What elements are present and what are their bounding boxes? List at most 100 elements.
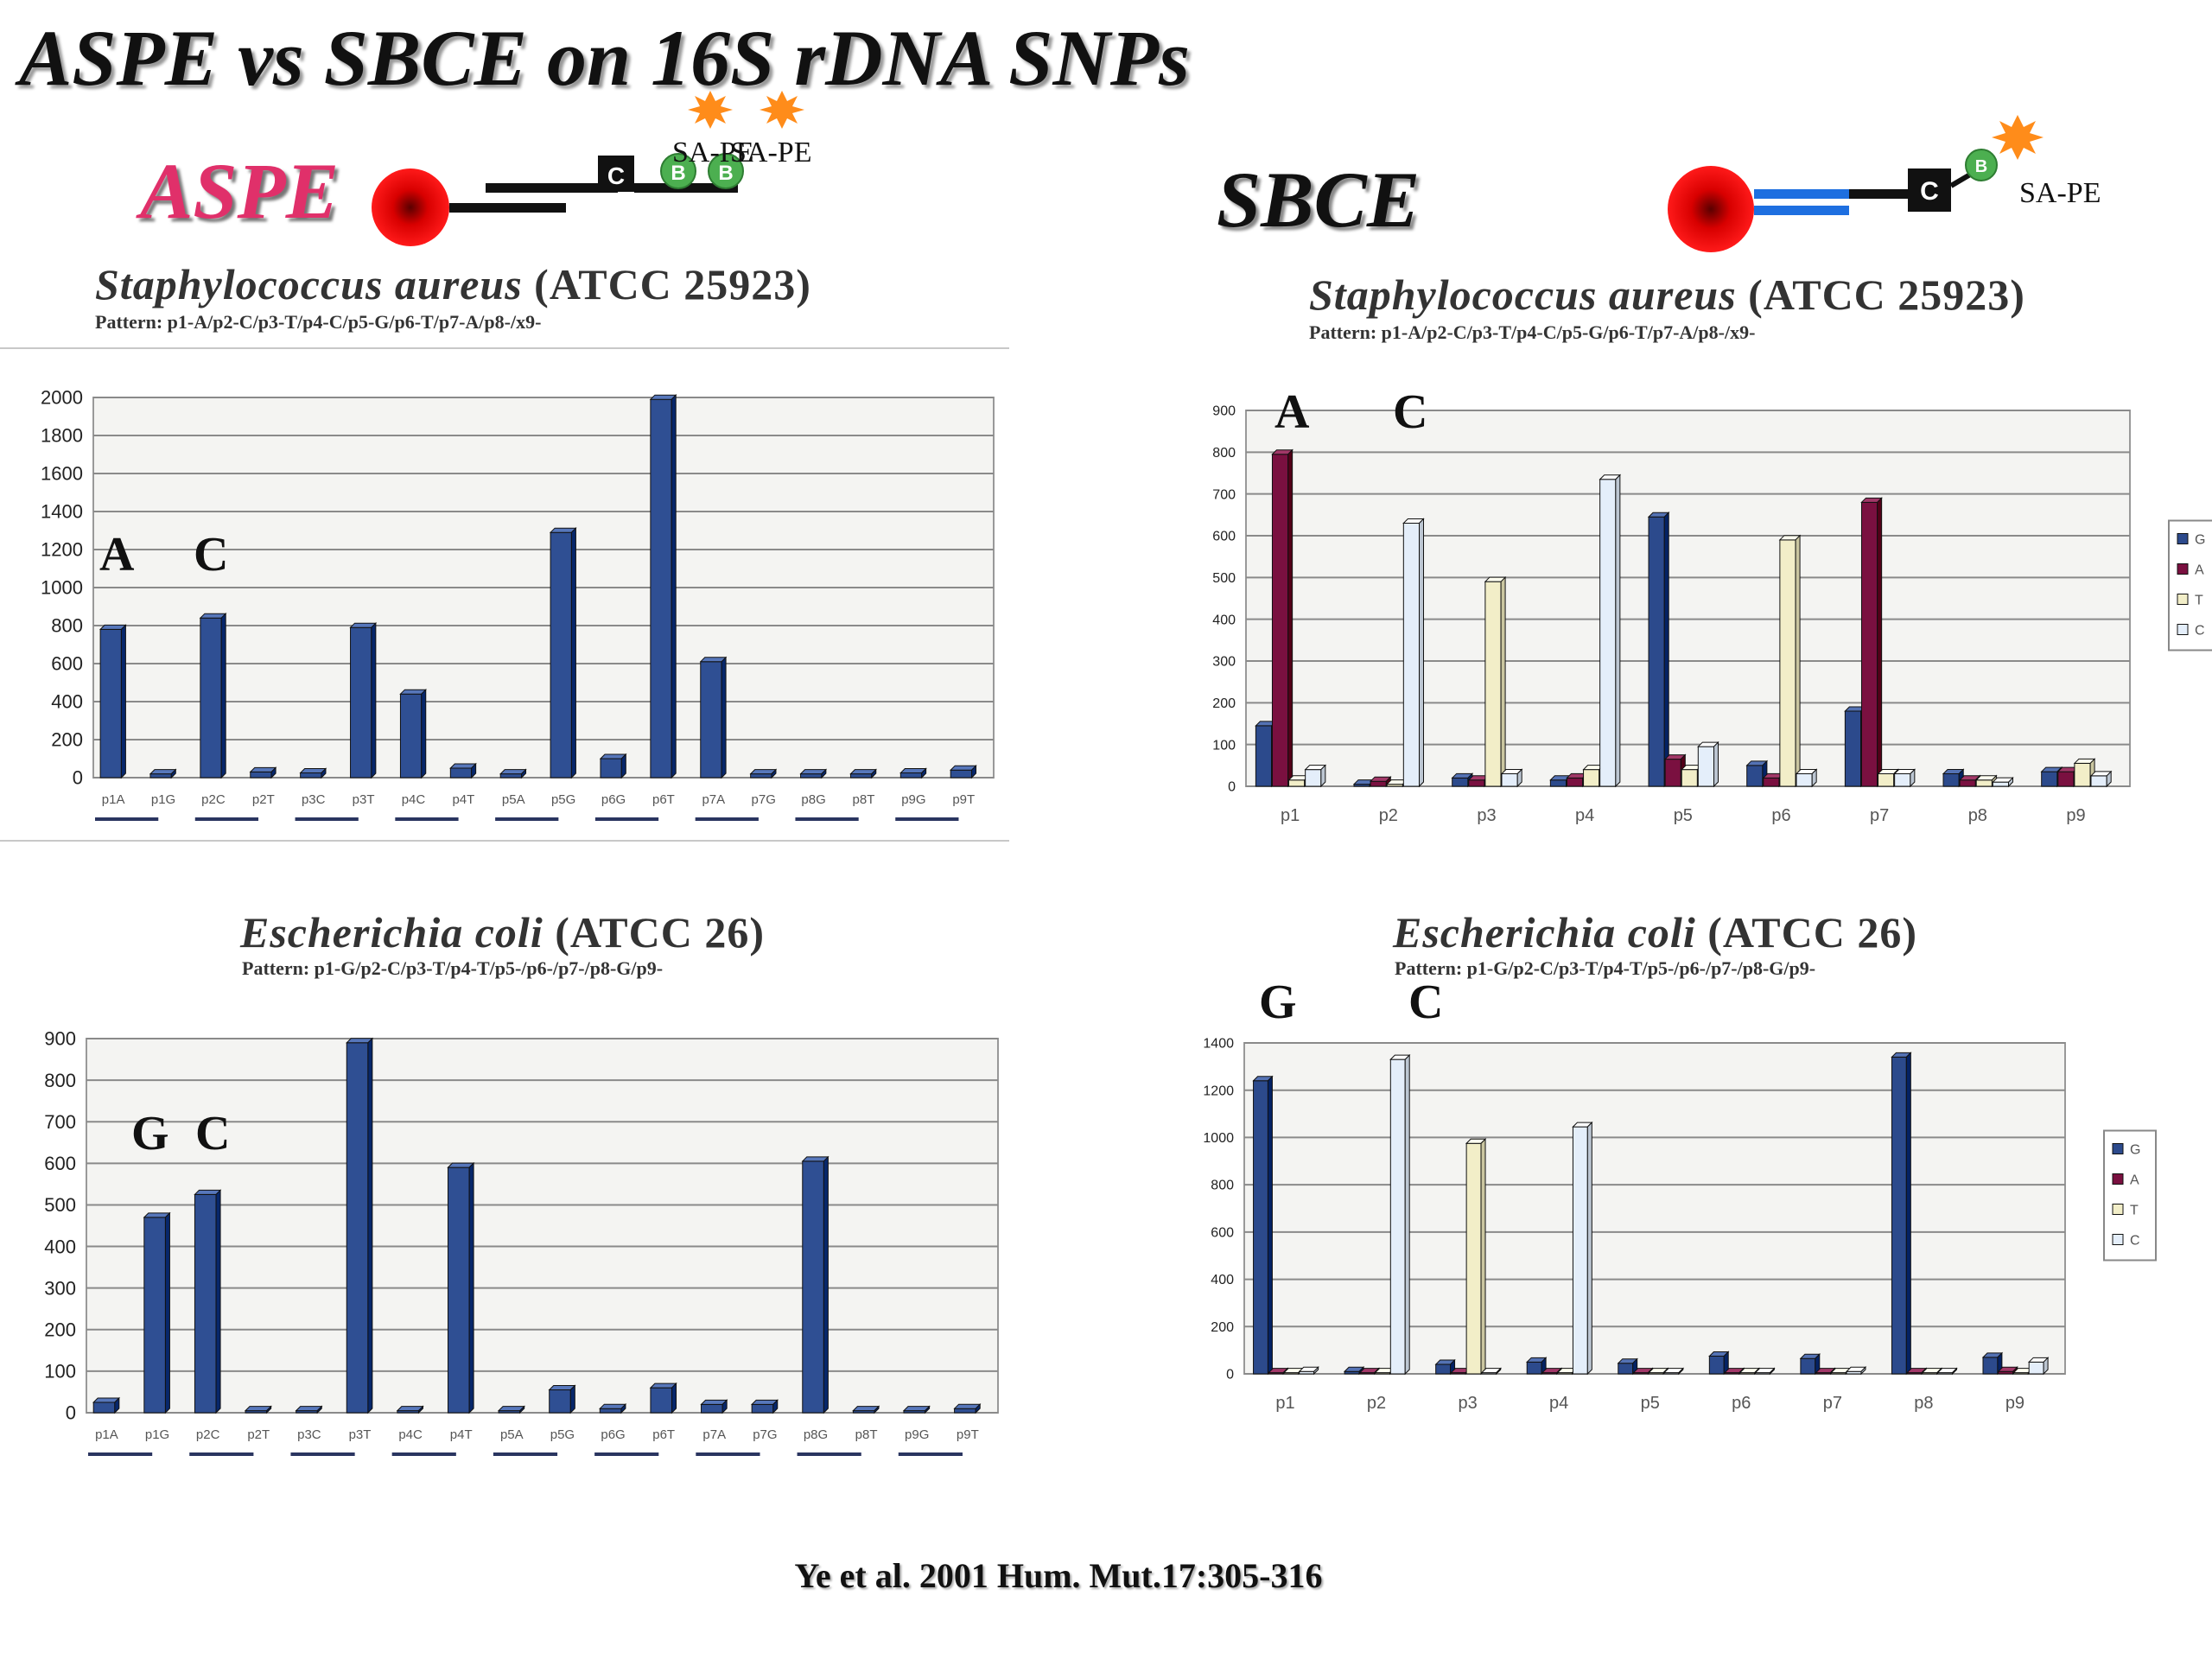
chart-2-annotation-c: C [1393, 385, 1428, 439]
chart-1-bar-2-side [220, 612, 226, 779]
chart-1-xtick-6: p4C [402, 792, 426, 807]
chart-2-bar-T-6 [1878, 773, 1895, 787]
chart-1-ytick-8: 1600 [41, 463, 83, 485]
chart-1-title-strain: (ATCC 25923) [522, 260, 811, 308]
chart-4-bar-C-4-side [1678, 1367, 1684, 1376]
chart-3-xtick-12: p7A [702, 1427, 726, 1442]
chart-3-bar-14 [802, 1160, 824, 1414]
chart-4-ytick-1: 200 [1211, 1320, 1234, 1335]
chart-4-legend-swatch-A [2112, 1173, 2124, 1185]
chart-1-xtick-7: p4T [452, 792, 474, 807]
chart-4-legend-label-G: G [2130, 1143, 2140, 1158]
chart-3-bar-7 [447, 1166, 470, 1414]
chart-1-ytick-1: 200 [51, 729, 83, 751]
chart-2-bar-C-2-side [1516, 768, 1522, 788]
chart-1-title-species: Staphylococcus aureus [95, 260, 523, 308]
sbce-c-label: C [1920, 177, 1939, 206]
aspe-biotin-2-icon [708, 153, 744, 189]
chart-1-bar-16-side [921, 767, 927, 779]
sbce-biotin-label: B [1975, 157, 1987, 176]
chart-4-ytick-2: 400 [1211, 1273, 1234, 1287]
chart-4-ytick-6: 1200 [1203, 1084, 1234, 1098]
chart-1-bar-10 [600, 758, 622, 779]
chart-3-bar-5 [346, 1042, 369, 1414]
chart-4-ytick-4: 800 [1211, 1179, 1234, 1193]
chart-2-bar-A-5 [1763, 777, 1780, 787]
chart-2-xtick-1: p2 [1379, 806, 1398, 825]
chart-4-bar-C-6-side [1860, 1366, 1866, 1376]
chart-4-ytick-5: 1000 [1203, 1131, 1234, 1146]
chart-1-xtick-14: p8G [801, 792, 825, 807]
chart-2-bar-T-4 [1681, 769, 1698, 787]
chart-3-bar-9 [549, 1389, 571, 1414]
chart-3-bar-11 [650, 1387, 673, 1414]
chart-1-xtick-9: p5G [551, 792, 575, 807]
chart-1-xtick-2: p2C [201, 792, 226, 807]
chart-2-bar-A-3 [1566, 777, 1584, 787]
chart-3-bar-17-side [975, 1402, 981, 1414]
chart-2-xtick-6: p7 [1870, 806, 1889, 825]
chart-3-xtick-10: p6G [601, 1427, 625, 1442]
chart-2-ytick-6: 600 [1212, 530, 1236, 544]
chart-3-xtick-3: p2T [247, 1427, 270, 1442]
chart-1-ytick-5: 1000 [41, 577, 83, 599]
chart-3-xtick-14: p8G [804, 1427, 828, 1442]
chart-4-xtick-5: p6 [1732, 1394, 1751, 1413]
chart-1-xtick-1: p1G [151, 792, 175, 807]
chart-1-bar-1-side [170, 768, 176, 779]
chart-2-bar-A-2 [1468, 779, 1485, 787]
chart-1-ytick-0: 0 [73, 767, 83, 789]
chart-4-bar-C-3-side [1586, 1121, 1592, 1376]
chart-2-ytick-9: 900 [1212, 404, 1236, 419]
chart-3-bar-14-side [823, 1155, 829, 1414]
chart-4-xtick-0: p1 [1275, 1394, 1294, 1413]
chart-2-xtick-4: p5 [1674, 806, 1693, 825]
chart-4-bar-C-1-side [1404, 1053, 1410, 1376]
chart-2-legend-swatch-A [2177, 563, 2189, 575]
chart-3-annotation-g: G [131, 1107, 169, 1160]
chart-4-title-strain: (ATCC 26) [1695, 908, 1917, 957]
chart-4-ytick-7: 1400 [1203, 1037, 1234, 1052]
chart-3-bar-9-side [569, 1384, 575, 1414]
chart-1-bar-16 [899, 772, 923, 779]
chart-2-bar-C-0-side [1320, 764, 1326, 788]
chart-2-title: Staphylococcus aureus (ATCC 25923) [1309, 270, 2025, 320]
chart-1-bar-8-side [521, 768, 527, 779]
chart-1-bar-5 [350, 626, 372, 779]
chart-2-bar-T-3 [1583, 769, 1600, 787]
chart-3-title-strain: (ATCC 26) [543, 908, 765, 957]
chart-3-xtick-7: p4T [450, 1427, 473, 1442]
chart-2-legend-label-G: G [2195, 533, 2205, 548]
chart-4-legend-label-C: C [2130, 1234, 2140, 1249]
chart-3-title: Escherichia coli (ATCC 26) [240, 907, 765, 957]
chart-3-bar-11-side [671, 1382, 677, 1414]
chart-3-xtick-9: p5G [550, 1427, 575, 1442]
chart-1-bar-11 [650, 398, 672, 779]
chart-2-bar-C-8 [2090, 775, 2107, 787]
chart-4-sbce-ecoli: 0 200 400 600 800 1000 1200 1400 p1 p2 p3 p4 p5 p6 p7 p… [1203, 1037, 2157, 1413]
chart-1-aspe-staph: 0 200 400 600 800 1000 1200 1400 1600 1800 2000 p1A… [41, 387, 995, 821]
chart-2-xtick-3: p4 [1575, 806, 1594, 825]
chart-3-ytick-9: 900 [44, 1028, 76, 1050]
chart-1-bar-8 [499, 773, 523, 779]
chart-3-xtick-4: p3C [297, 1427, 321, 1442]
chart-1-xtick-8: p5A [502, 792, 525, 807]
chart-2-xtick-8: p9 [2066, 806, 2085, 825]
chart-2-bar-C-1 [1402, 523, 1421, 787]
chart-2-pattern: Pattern: p1-A/p2-C/p3-T/p4-C/p5-G/p6-T/p… [1309, 321, 1756, 343]
chart-2-bar-A-7 [1959, 779, 1976, 787]
chart-1-bar-7-side [471, 762, 477, 779]
chart-1-bar-1 [149, 773, 172, 779]
chart-1-xtick-5: p3T [353, 792, 375, 807]
chart-1-bar-5-side [371, 621, 377, 779]
chart-2-bar-T-2-side [1500, 575, 1506, 788]
aspe-sape-label-2: SA-PE [730, 137, 812, 168]
chart-1-xtick-13: p7G [752, 792, 776, 807]
chart-1-ytick-4: 800 [51, 615, 83, 637]
chart-2-bar-G-4-side [1663, 512, 1669, 788]
chart-3-xtick-6: p4C [398, 1427, 423, 1442]
chart-1-xtick-3: p2T [252, 792, 275, 807]
chart-2-xtick-7: p8 [1968, 806, 1987, 825]
chart-2-bar-G-4 [1648, 516, 1665, 787]
sbce-biotin-icon [1965, 149, 1998, 181]
